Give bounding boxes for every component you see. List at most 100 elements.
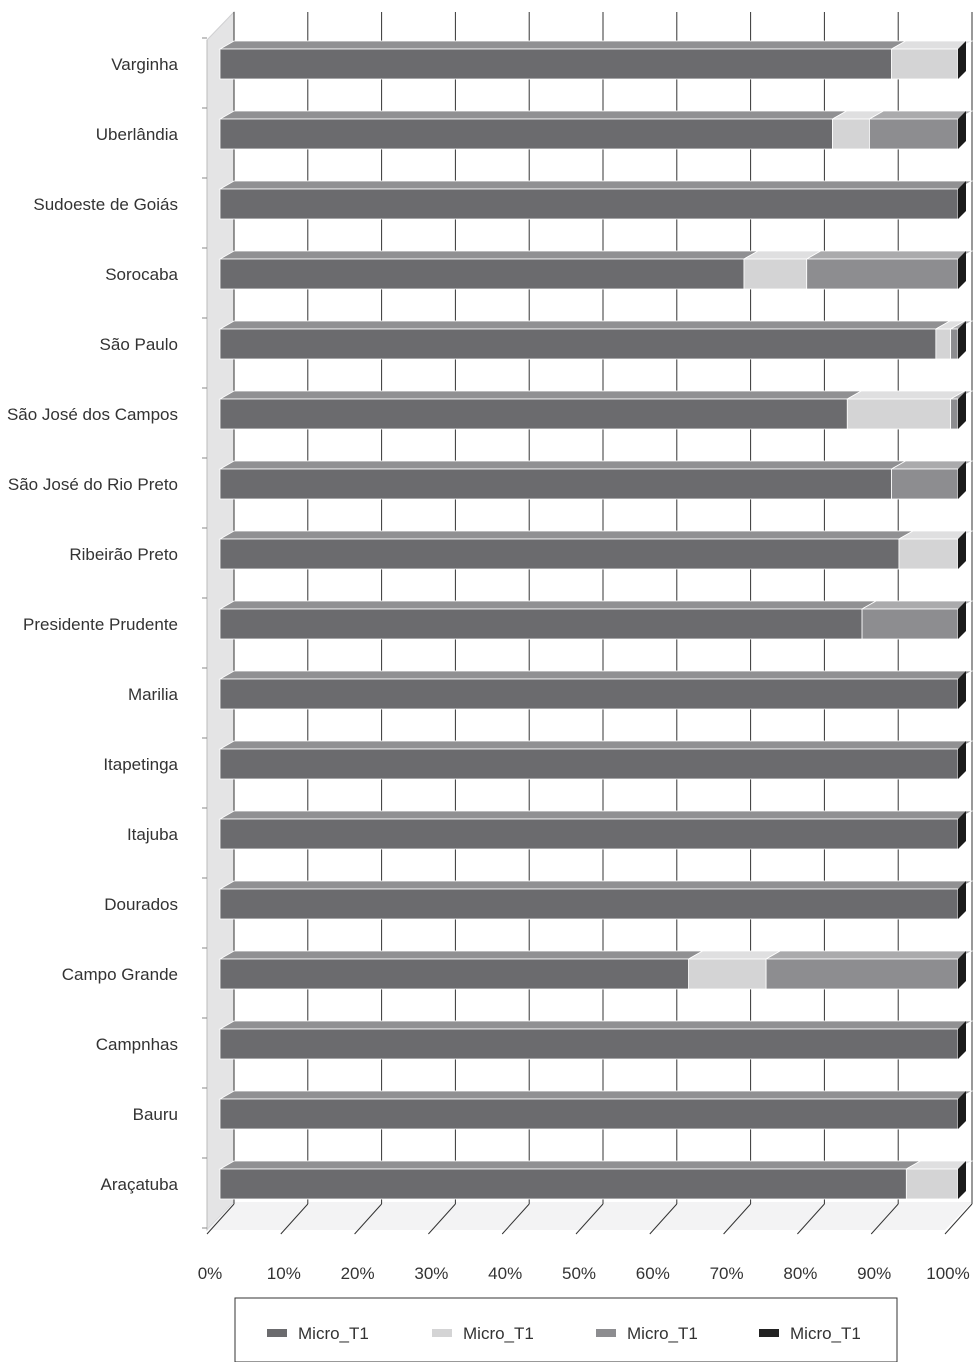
category-label: Itapetinga [103, 755, 178, 774]
bar-top-face [218, 670, 974, 680]
bar-top-face [687, 950, 782, 960]
bar-segment [897, 530, 974, 570]
bar-front-face [219, 888, 959, 920]
bar-end-cap [958, 671, 966, 709]
x-tick-label: 70% [710, 1264, 744, 1283]
bar-front-face [861, 608, 959, 640]
bar-top-face [845, 390, 967, 400]
category-label: São José do Rio Preto [8, 475, 178, 494]
bar-end-cap [958, 881, 966, 919]
legend-label: Micro_T1 [790, 1324, 861, 1343]
bar-segment [764, 950, 974, 990]
bar-segment [845, 390, 967, 430]
bar-front-face [219, 258, 745, 290]
bar-top-face [764, 950, 974, 960]
bar-end-cap [958, 461, 966, 499]
bar-end-cap [958, 811, 966, 849]
category-label: Bauru [133, 1105, 178, 1124]
bar-segment [860, 600, 974, 640]
legend-label: Micro_T1 [463, 1324, 534, 1343]
bar-end-cap [958, 251, 966, 289]
bar-front-face [219, 818, 959, 850]
x-tick-label: 0% [198, 1264, 223, 1283]
bar-front-face [765, 958, 959, 990]
bar-front-face [950, 328, 959, 360]
bar-segment [218, 740, 974, 780]
bar-top-face [218, 40, 908, 50]
x-tick-label: 100% [926, 1264, 969, 1283]
category-label: Dourados [104, 895, 178, 914]
bar-front-face [219, 748, 959, 780]
bar-front-face [806, 258, 959, 290]
bar-front-face [219, 1028, 959, 1060]
category-label: Presidente Prudente [23, 615, 178, 634]
bar-front-face [219, 1168, 907, 1200]
bar-segment [742, 250, 823, 290]
bar-front-face [950, 398, 959, 430]
legend-swatch [267, 1329, 287, 1337]
bar-front-face [219, 678, 959, 710]
bar-segment [218, 40, 908, 80]
category-labels: Varginha Uberlândia Sudoeste de Goiás Soroc… [7, 55, 179, 1194]
x-tick-label: 80% [783, 1264, 817, 1283]
bar-front-face [219, 48, 892, 80]
category-label: Sudoeste de Goiás [33, 195, 178, 214]
floor-gridline [649, 1203, 678, 1235]
bar-top-face [218, 1160, 922, 1170]
bar-segment [218, 670, 974, 710]
bar-top-face [218, 180, 974, 190]
bar-segment [218, 320, 952, 360]
category-label: Campo Grande [62, 965, 178, 984]
bar-end-cap [958, 741, 966, 779]
bar-front-face [905, 1168, 959, 1200]
bar-front-face [891, 48, 959, 80]
bar-top-face [218, 320, 952, 330]
floor-gridline [723, 1203, 751, 1235]
bar-front-face [219, 1098, 959, 1130]
bar-segment [218, 110, 849, 150]
x-tick-label: 20% [341, 1264, 375, 1283]
floor-gridline [575, 1203, 604, 1235]
bar-front-face [832, 118, 870, 150]
category-label: Marilia [128, 685, 179, 704]
bar-top-face [218, 1090, 974, 1100]
bar-end-cap [958, 181, 966, 219]
floor-gridline [280, 1203, 309, 1235]
bar-front-face [219, 538, 900, 570]
bar-segment [218, 810, 974, 850]
bar-segment [890, 40, 974, 80]
legend-swatch [759, 1329, 779, 1337]
legend-label: Micro_T1 [298, 1324, 369, 1343]
bar-end-cap [958, 1091, 966, 1129]
bar-segment [218, 390, 863, 430]
bar-top-face [218, 390, 863, 400]
category-label: São José dos Campos [7, 405, 178, 424]
bar-segment [218, 1090, 974, 1130]
x-tick-label: 10% [267, 1264, 301, 1283]
bar-segment [218, 460, 908, 500]
legend-swatch [432, 1329, 452, 1337]
bar-segment [218, 600, 878, 640]
bar-top-face [218, 530, 915, 540]
bar-top-face [218, 1020, 974, 1030]
x-tick-label: 90% [857, 1264, 891, 1283]
bar-end-cap [958, 951, 966, 989]
bar-segment [218, 880, 974, 920]
bar-top-face [218, 950, 705, 960]
bar-top-face [805, 250, 974, 260]
bar-end-cap [958, 321, 966, 359]
category-label: Araçatuba [101, 1175, 179, 1194]
bar-segment [867, 110, 974, 150]
floor-gridline [206, 1203, 235, 1235]
bar-end-cap [958, 1161, 966, 1199]
bar-front-face [898, 538, 959, 570]
bar-front-face [688, 958, 767, 990]
bar-front-face [219, 958, 690, 990]
bar-front-face [219, 608, 863, 640]
bar-top-face [860, 600, 974, 610]
bar-top-face [218, 880, 974, 890]
legend: Micro_T1 Micro_T1 Micro_T1 Micro_T1 [234, 1297, 898, 1362]
floor-gridline [797, 1203, 825, 1235]
category-label: Campnhas [96, 1035, 178, 1054]
